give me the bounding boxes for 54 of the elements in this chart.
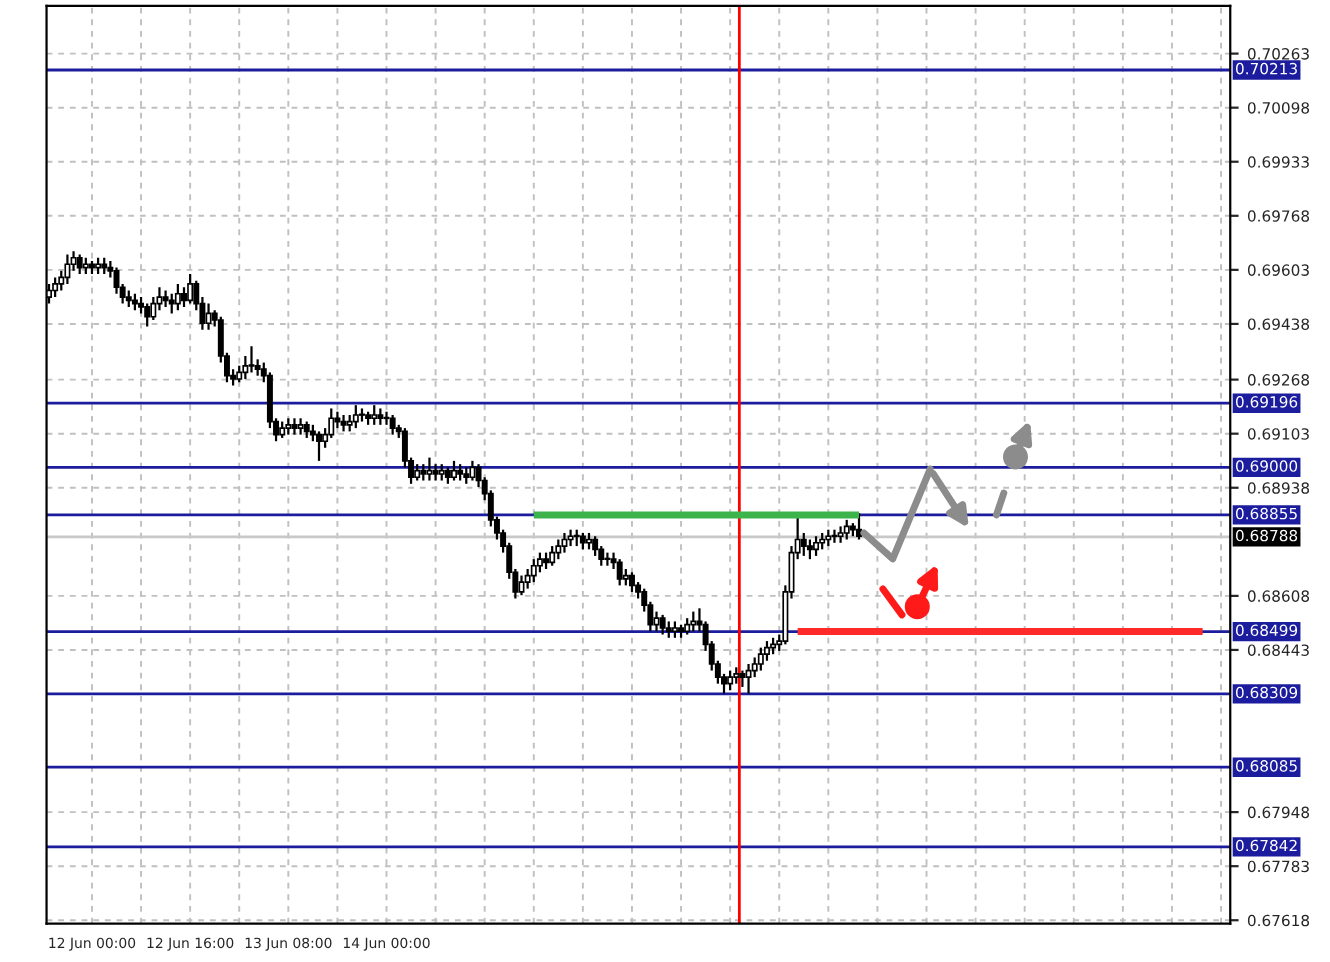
candlestick bbox=[340, 413, 347, 433]
candlestick bbox=[291, 417, 298, 436]
candlestick bbox=[451, 459, 457, 482]
candlestick bbox=[156, 286, 163, 312]
candlestick bbox=[843, 518, 850, 541]
candlestick bbox=[561, 531, 568, 554]
candlestick bbox=[831, 528, 838, 544]
candlestick bbox=[616, 558, 623, 587]
candlestick bbox=[727, 669, 734, 692]
candlestick bbox=[555, 538, 562, 561]
candlestick bbox=[144, 302, 151, 328]
candlestick bbox=[549, 544, 556, 567]
candlestick bbox=[432, 463, 439, 482]
candlestick bbox=[371, 404, 378, 426]
candlestick bbox=[628, 571, 635, 594]
candlestick bbox=[426, 456, 433, 482]
candlestick bbox=[389, 413, 396, 436]
candlestick bbox=[168, 292, 175, 315]
candlestick bbox=[518, 574, 525, 597]
candlestick bbox=[524, 567, 531, 590]
candlestick bbox=[297, 417, 304, 436]
candlestick bbox=[316, 430, 322, 462]
candlestick bbox=[469, 459, 476, 482]
candlestick bbox=[150, 295, 157, 322]
candlestick bbox=[567, 528, 574, 548]
candlestick bbox=[328, 407, 335, 440]
candlestick bbox=[248, 345, 255, 374]
candlestick bbox=[598, 544, 605, 567]
candlestick bbox=[690, 610, 697, 633]
candlestick bbox=[837, 525, 844, 544]
candlestick bbox=[659, 613, 666, 636]
candlestick bbox=[530, 558, 537, 584]
candlestick bbox=[76, 253, 83, 276]
candlestick bbox=[806, 538, 813, 561]
candlestick bbox=[383, 410, 390, 426]
candlestick bbox=[242, 354, 249, 381]
candlestick bbox=[745, 662, 752, 695]
candlestick bbox=[64, 253, 71, 286]
candlestick bbox=[52, 276, 59, 299]
candlestick bbox=[757, 646, 764, 672]
candlestick bbox=[181, 286, 187, 308]
candlestick bbox=[536, 551, 543, 574]
candlestick bbox=[174, 282, 181, 312]
candlestick bbox=[205, 302, 212, 331]
candlestick bbox=[334, 410, 341, 430]
candlestick bbox=[604, 551, 611, 567]
candlestick bbox=[187, 273, 194, 305]
candlestick bbox=[162, 289, 169, 308]
candlestick bbox=[813, 535, 820, 558]
candlestick bbox=[800, 531, 807, 558]
candlestick bbox=[592, 535, 599, 558]
candlestick bbox=[653, 610, 660, 633]
candlestick bbox=[739, 669, 746, 689]
candlestick bbox=[352, 404, 359, 430]
